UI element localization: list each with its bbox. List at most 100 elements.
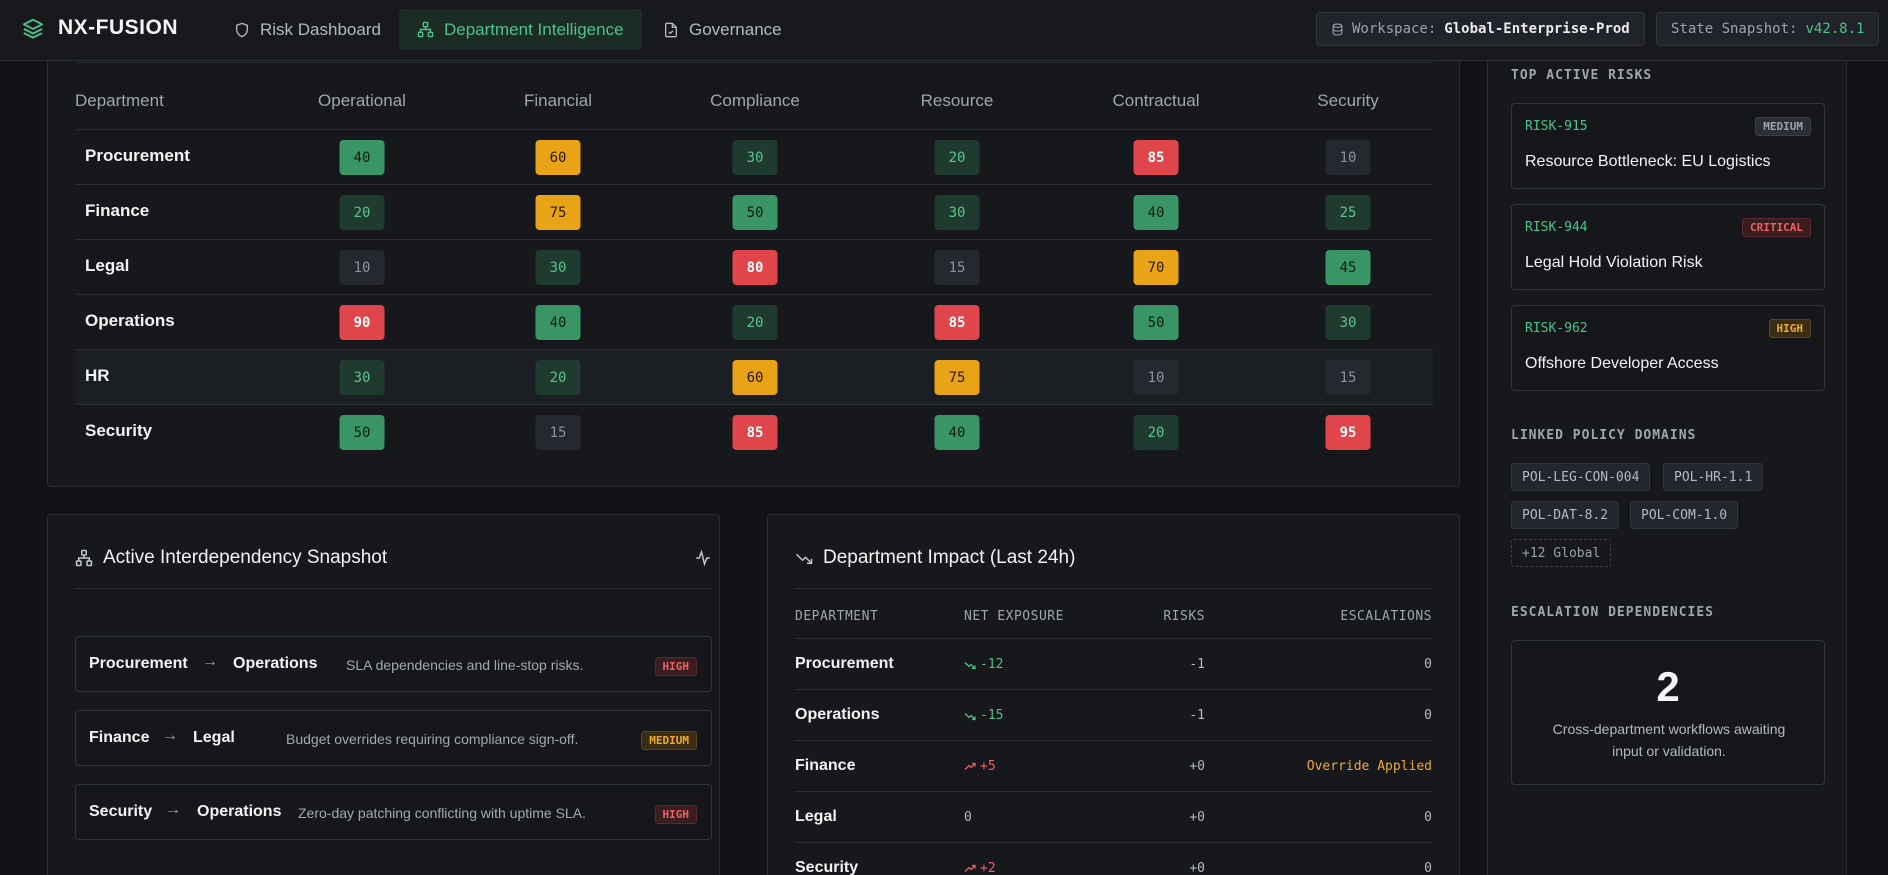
dependency-target: Legal bbox=[193, 729, 235, 746]
dependency-description: Zero-day patching conflicting with uptim… bbox=[298, 805, 586, 821]
heatmap-cell[interactable]: 60 bbox=[732, 360, 778, 395]
right-sidebar: TOP ACTIVE RISKS RISK-915 Resource Bottle… bbox=[1487, 40, 1847, 875]
column-header-security[interactable]: Security bbox=[1317, 91, 1379, 110]
heatmap-cell[interactable]: 90 bbox=[339, 305, 385, 340]
heatmap-cell[interactable]: 20 bbox=[535, 360, 581, 395]
impact-row-finance[interactable]: Finance +5 +0 Override Applied bbox=[795, 740, 1432, 791]
tab-risk-dashboard[interactable]: Risk Dashboard bbox=[216, 9, 399, 50]
dependency-card[interactable]: Security → Operations Zero-day patching con… bbox=[75, 784, 712, 840]
dependency-target: Operations bbox=[197, 803, 282, 820]
policy-chip[interactable]: POL-LEG-CON-004 bbox=[1511, 463, 1651, 491]
heatmap-cell[interactable]: 15 bbox=[1325, 360, 1371, 395]
heatmap-cell[interactable]: 95 bbox=[1325, 415, 1371, 450]
risk-card[interactable]: RISK-944 Legal Hold Violation Risk CRITICA… bbox=[1511, 204, 1825, 290]
snapshot-version: v42.8.1 bbox=[1805, 21, 1865, 37]
heatmap-cell[interactable]: 20 bbox=[339, 195, 385, 230]
risk-card[interactable]: RISK-915 Resource Bottleneck: EU Logistic… bbox=[1511, 103, 1825, 189]
department-name: Security bbox=[795, 859, 859, 875]
heatmap-cell[interactable]: 50 bbox=[1133, 305, 1179, 340]
heatmap-cell[interactable]: 15 bbox=[535, 415, 581, 450]
impact-row-procurement[interactable]: Procurement -12 -1 0 bbox=[795, 638, 1432, 689]
heatmap-cell[interactable]: 20 bbox=[732, 305, 778, 340]
risk-card[interactable]: RISK-962 Offshore Developer Access HIGH bbox=[1511, 305, 1825, 391]
column-header-compliance[interactable]: Compliance bbox=[710, 91, 800, 110]
heatmap-cell[interactable]: 60 bbox=[535, 140, 581, 175]
heatmap-cell[interactable]: 30 bbox=[934, 195, 980, 230]
risk-id[interactable]: RISK-944 bbox=[1525, 220, 1588, 235]
col-header-escalations: ESCALATIONS bbox=[1340, 609, 1432, 624]
brand[interactable]: NX-FUSION bbox=[22, 16, 178, 40]
heatmap-cell[interactable]: 10 bbox=[339, 250, 385, 285]
activity-icon[interactable] bbox=[694, 549, 712, 567]
heatmap-cell[interactable]: 25 bbox=[1325, 195, 1371, 230]
dependency-source: Security bbox=[89, 803, 153, 820]
heatmap-row-hr[interactable]: HR 30 20 60 75 10 15 bbox=[76, 349, 1433, 404]
trending-up-icon bbox=[964, 761, 976, 773]
heatmap-cell[interactable]: 50 bbox=[732, 195, 778, 230]
heatmap-cell[interactable]: 30 bbox=[1325, 305, 1371, 340]
dependency-card[interactable]: Procurement → Operations SLA dependencies a… bbox=[75, 636, 712, 692]
escalation-value: 0 bbox=[1424, 708, 1432, 723]
heatmap-cell[interactable]: 30 bbox=[732, 140, 778, 175]
layers-icon bbox=[22, 17, 44, 39]
heatmap-cell[interactable]: 20 bbox=[934, 140, 980, 175]
heatmap-cell[interactable]: 40 bbox=[1133, 195, 1179, 230]
column-header-resource[interactable]: Resource bbox=[920, 91, 994, 110]
heatmap-cell[interactable]: 10 bbox=[1133, 360, 1179, 395]
tab-governance[interactable]: Governance bbox=[645, 9, 800, 50]
brand-name: NX-FUSION bbox=[58, 16, 178, 39]
risk-id[interactable]: RISK-915 bbox=[1525, 119, 1588, 134]
heatmap-cell[interactable]: 40 bbox=[535, 305, 581, 340]
impact-row-operations[interactable]: Operations -15 -1 0 bbox=[795, 689, 1432, 740]
policy-chip[interactable]: POL-DAT-8.2 bbox=[1511, 501, 1620, 529]
severity-badge: MEDIUM bbox=[1755, 117, 1811, 136]
heatmap-cell[interactable]: 70 bbox=[1133, 250, 1179, 285]
severity-badge: CRITICAL bbox=[1742, 218, 1811, 237]
dependency-card[interactable]: Finance → Legal Budget overrides requiring … bbox=[75, 710, 712, 766]
risk-id[interactable]: RISK-962 bbox=[1525, 321, 1588, 336]
workspace-selector[interactable]: Workspace: Global-Enterprise-Prod bbox=[1316, 12, 1645, 46]
department-risk-heatmap: Department Operational Financial Compliance… bbox=[47, 40, 1460, 487]
heatmap-cell[interactable]: 50 bbox=[339, 415, 385, 450]
heatmap-cell[interactable]: 85 bbox=[732, 415, 778, 450]
col-header-risks: RISKS bbox=[1163, 609, 1205, 624]
heatmap-cell[interactable]: 30 bbox=[535, 250, 581, 285]
heatmap-row-finance[interactable]: Finance 20 75 50 30 40 25 bbox=[76, 184, 1433, 239]
net-exposure: -15 bbox=[964, 708, 1003, 723]
risk-delta: +0 bbox=[1189, 759, 1205, 774]
heatmap-cell[interactable]: 45 bbox=[1325, 250, 1371, 285]
heatmap-cell[interactable]: 30 bbox=[339, 360, 385, 395]
heatmap-cell[interactable]: 85 bbox=[934, 305, 980, 340]
heatmap-row-procurement[interactable]: Procurement 40 60 30 20 85 10 bbox=[76, 129, 1433, 184]
department-name: Legal bbox=[795, 808, 837, 825]
heatmap-cell[interactable]: 80 bbox=[732, 250, 778, 285]
severity-badge: HIGH bbox=[654, 657, 697, 676]
heatmap-row-operations[interactable]: Operations 90 40 20 85 50 30 bbox=[76, 294, 1433, 349]
net-exposure: +2 bbox=[964, 861, 996, 875]
heatmap-row-legal[interactable]: Legal 10 30 80 15 70 45 bbox=[76, 239, 1433, 294]
heatmap-cell[interactable]: 85 bbox=[1133, 140, 1179, 175]
heatmap-cell[interactable]: 40 bbox=[934, 415, 980, 450]
policy-chip[interactable]: POL-COM-1.0 bbox=[1630, 501, 1739, 529]
impact-row-security[interactable]: Security +2 +0 0 bbox=[795, 842, 1432, 875]
escalation-value: Override Applied bbox=[1306, 759, 1432, 774]
column-header-operational[interactable]: Operational bbox=[318, 91, 406, 110]
column-header-department[interactable]: Department bbox=[75, 91, 164, 110]
impact-row-legal[interactable]: Legal 0 +0 0 bbox=[795, 791, 1432, 842]
heatmap-cell[interactable]: 40 bbox=[339, 140, 385, 175]
heatmap-cell[interactable]: 15 bbox=[934, 250, 980, 285]
policy-chip[interactable]: POL-HR-1.1 bbox=[1663, 463, 1764, 491]
heatmap-cell[interactable]: 75 bbox=[934, 360, 980, 395]
tab-department-intelligence[interactable]: Department Intelligence bbox=[399, 9, 642, 50]
heatmap-cell[interactable]: 10 bbox=[1325, 140, 1371, 175]
column-header-contractual[interactable]: Contractual bbox=[1112, 91, 1200, 110]
heatmap-cell[interactable]: 75 bbox=[535, 195, 581, 230]
interdependency-panel: Active Interdependency Snapshot Procurem… bbox=[47, 514, 720, 875]
policy-more-chip[interactable]: +12 Global bbox=[1511, 539, 1612, 567]
escalation-card[interactable]: 2 Cross-department workflows awaiting in… bbox=[1511, 640, 1825, 785]
heatmap-row-security[interactable]: Security 50 15 85 40 20 95 bbox=[76, 404, 1433, 459]
heatmap-cell[interactable]: 20 bbox=[1133, 415, 1179, 450]
column-header-financial[interactable]: Financial bbox=[523, 91, 593, 110]
net-exposure-value: +5 bbox=[980, 759, 996, 774]
state-snapshot[interactable]: State Snapshot: v42.8.1 bbox=[1656, 12, 1880, 46]
